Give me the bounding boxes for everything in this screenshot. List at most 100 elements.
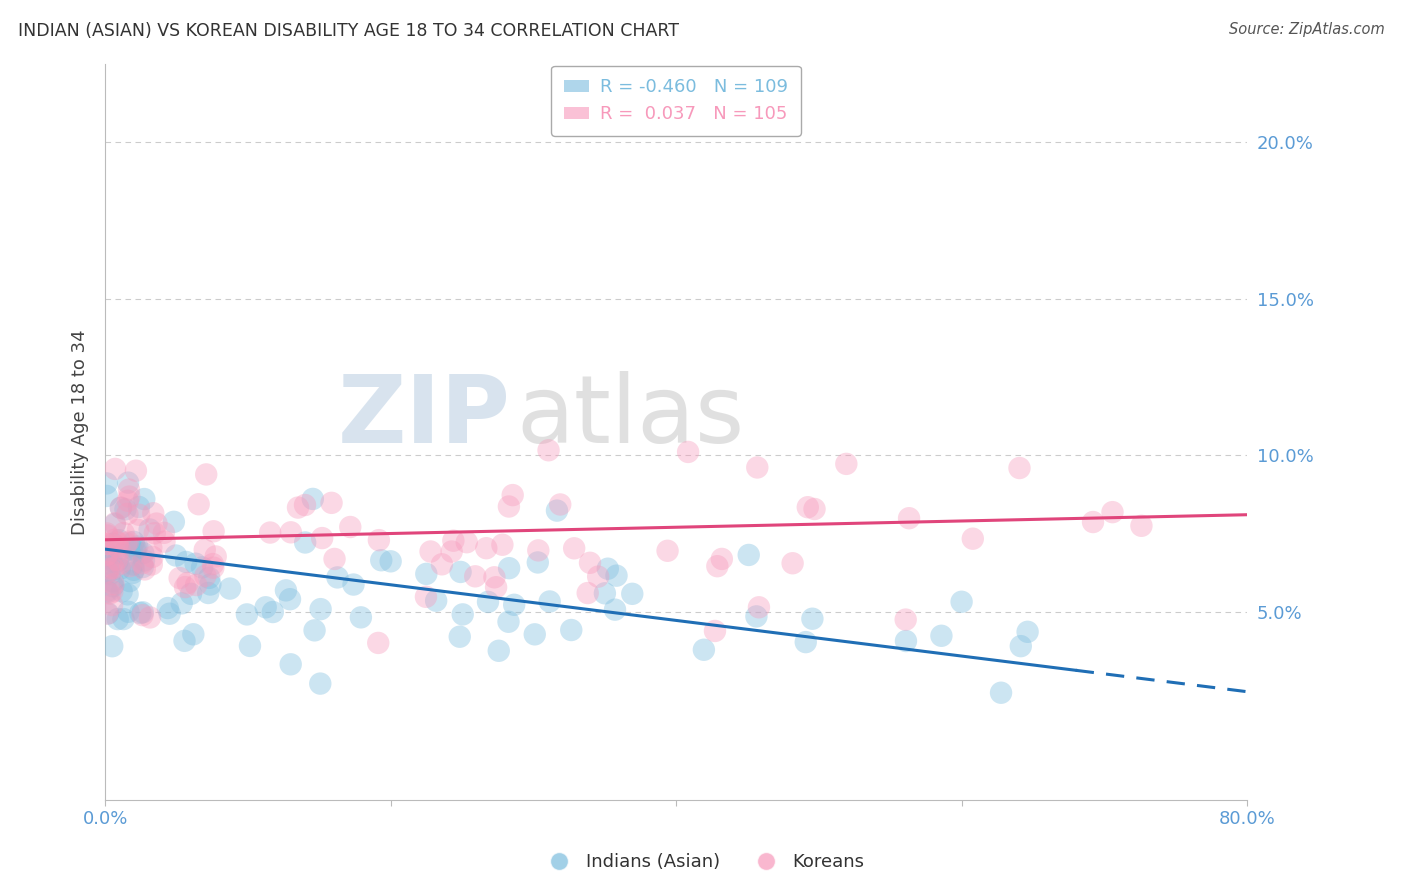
Point — [98, 567, 121, 582]
Point — [143, 526, 166, 541]
Point — [370, 553, 392, 567]
Point — [107, 540, 129, 554]
Point — [835, 457, 858, 471]
Point — [122, 563, 145, 577]
Point — [101, 584, 124, 599]
Point — [576, 586, 599, 600]
Point — [1081, 515, 1104, 529]
Point — [141, 558, 163, 572]
Point — [367, 636, 389, 650]
Point — [132, 546, 155, 560]
Point — [560, 623, 582, 637]
Point — [894, 634, 917, 648]
Point — [706, 559, 728, 574]
Point — [950, 595, 973, 609]
Point — [794, 635, 817, 649]
Point — [350, 610, 373, 624]
Point — [748, 600, 770, 615]
Point — [170, 596, 193, 610]
Point — [115, 536, 138, 550]
Point — [745, 609, 768, 624]
Point — [107, 554, 129, 568]
Point — [141, 549, 163, 564]
Point — [96, 489, 118, 503]
Point — [342, 577, 364, 591]
Point — [101, 598, 124, 612]
Point — [605, 568, 627, 582]
Point — [131, 560, 153, 574]
Point — [579, 556, 602, 570]
Point — [103, 577, 125, 591]
Point — [262, 605, 284, 619]
Point — [163, 515, 186, 529]
Point — [180, 587, 202, 601]
Point — [693, 642, 716, 657]
Point — [898, 511, 921, 525]
Point — [488, 644, 510, 658]
Point — [117, 475, 139, 490]
Point — [194, 542, 217, 557]
Point — [96, 526, 118, 541]
Point — [191, 560, 214, 574]
Point — [96, 545, 118, 559]
Point — [124, 544, 146, 558]
Point — [931, 629, 953, 643]
Point — [118, 483, 141, 497]
Point — [287, 500, 309, 515]
Point — [141, 541, 163, 555]
Point — [502, 488, 524, 502]
Point — [183, 627, 205, 641]
Point — [173, 633, 195, 648]
Point — [104, 462, 127, 476]
Text: Source: ZipAtlas.com: Source: ZipAtlas.com — [1229, 22, 1385, 37]
Point — [110, 547, 132, 561]
Point — [339, 520, 361, 534]
Point — [118, 574, 141, 588]
Point — [96, 537, 118, 551]
Point — [440, 544, 463, 558]
Point — [593, 586, 616, 600]
Point — [596, 562, 619, 576]
Point — [132, 605, 155, 619]
Text: ZIP: ZIP — [337, 371, 510, 463]
Point — [259, 525, 281, 540]
Point — [449, 630, 471, 644]
Point — [104, 516, 127, 531]
Point — [98, 562, 121, 576]
Point — [475, 541, 498, 556]
Point — [103, 561, 125, 575]
Point — [537, 443, 560, 458]
Point — [803, 502, 825, 516]
Point — [294, 498, 316, 512]
Point — [142, 506, 165, 520]
Point — [169, 571, 191, 585]
Point — [204, 549, 226, 564]
Point — [108, 557, 131, 571]
Point — [96, 528, 118, 542]
Point — [122, 558, 145, 572]
Point — [112, 612, 135, 626]
Point — [441, 533, 464, 548]
Point — [96, 476, 118, 491]
Point — [139, 610, 162, 624]
Point — [101, 579, 124, 593]
Point — [219, 582, 242, 596]
Point — [96, 607, 118, 621]
Point — [128, 500, 150, 514]
Point — [197, 586, 219, 600]
Point — [236, 607, 259, 622]
Point — [117, 587, 139, 601]
Point — [194, 569, 217, 583]
Legend: R = -0.460   N = 109, R =  0.037   N = 105: R = -0.460 N = 109, R = 0.037 N = 105 — [551, 66, 801, 136]
Point — [107, 536, 129, 550]
Point — [710, 552, 733, 566]
Point — [97, 607, 120, 621]
Point — [326, 570, 349, 584]
Point — [184, 557, 207, 571]
Point — [132, 553, 155, 567]
Point — [134, 491, 156, 506]
Point — [321, 496, 343, 510]
Point — [101, 574, 124, 589]
Point — [280, 525, 302, 540]
Point — [527, 543, 550, 558]
